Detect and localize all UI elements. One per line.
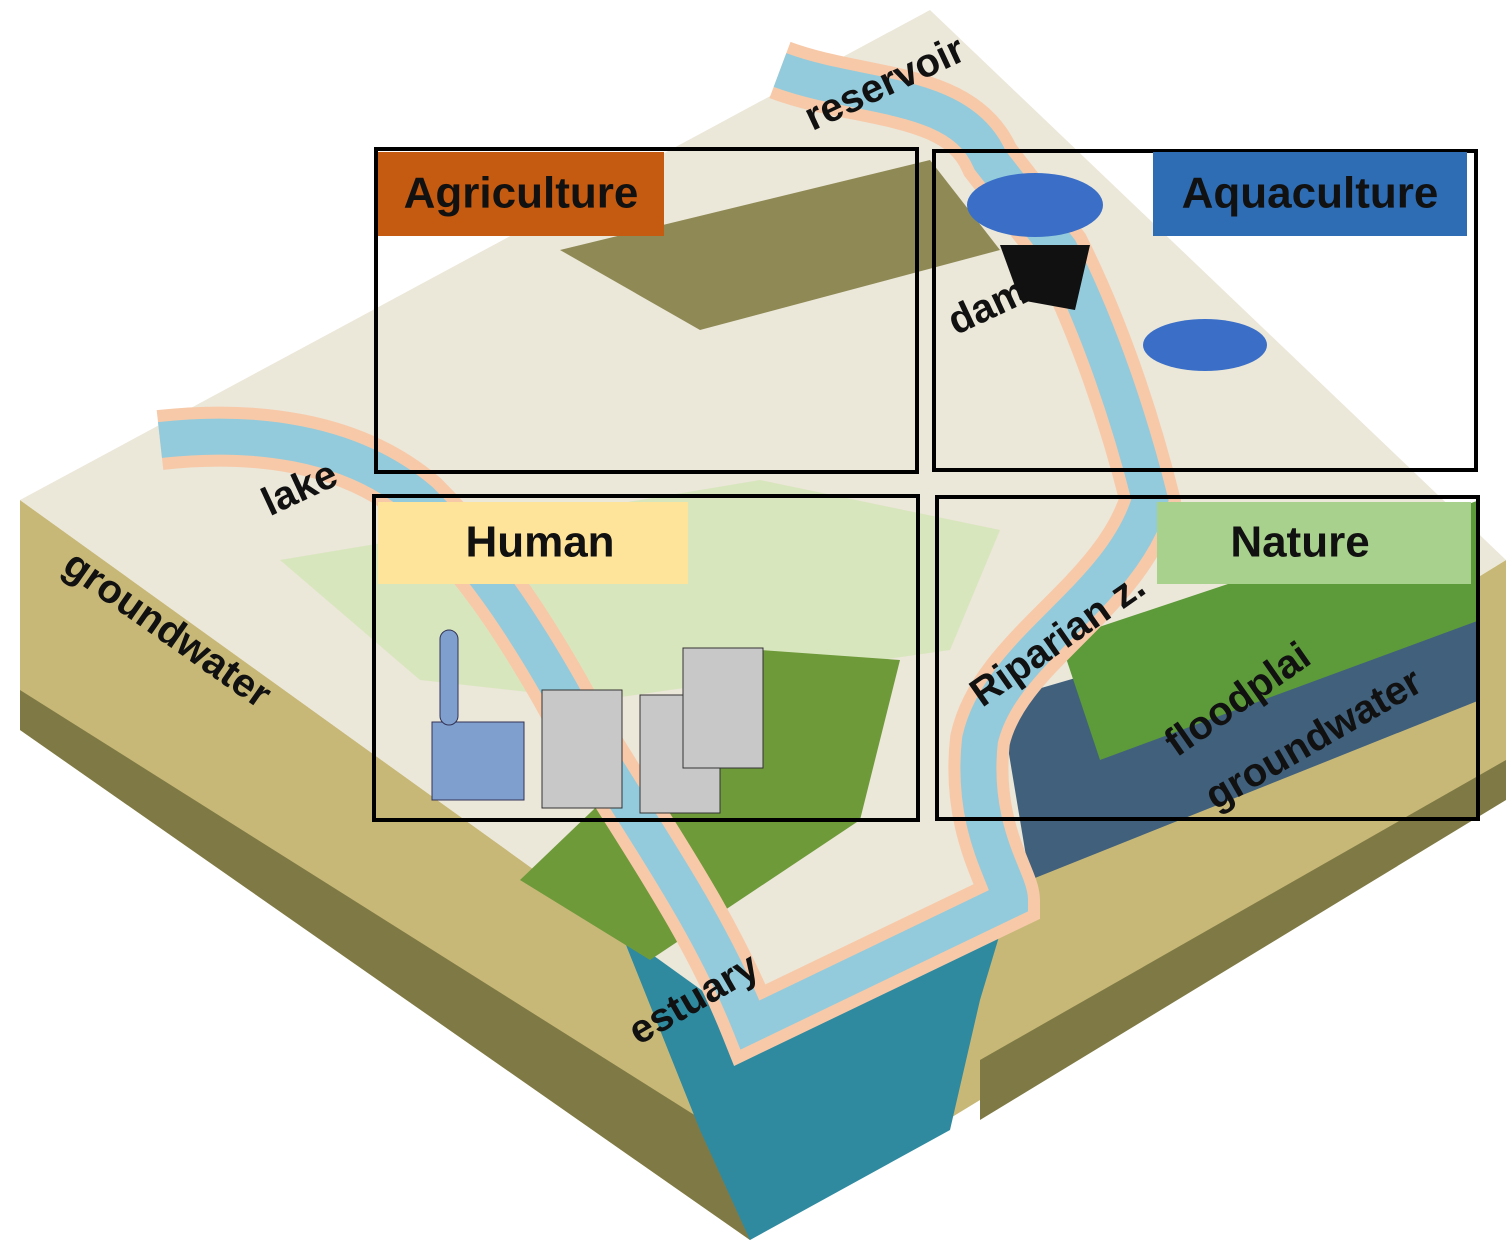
section-label: Nature [1230,518,1369,567]
section-label: Agriculture [404,169,639,218]
hill [560,160,1000,330]
section-label: Aquaculture [1182,169,1439,218]
right-face-deep [980,760,1506,1120]
human-box [372,494,920,822]
nature-box [935,495,1480,821]
human-tag [378,502,688,584]
dam-wall [1000,245,1090,310]
building [682,647,764,769]
nature-tag [1157,502,1471,584]
left-face-deep [20,690,750,1240]
aquaculture-tag [1153,152,1467,236]
section-label: Human [465,518,614,567]
chimney [439,629,459,726]
agriculture-tag [378,152,664,236]
building [541,689,623,809]
fish-pond [967,173,1103,237]
estuary-cut [620,900,1010,1240]
agriculture-box [374,147,919,474]
factory [431,721,525,801]
fish-pond [1143,319,1267,371]
aquaculture-box [932,149,1478,472]
